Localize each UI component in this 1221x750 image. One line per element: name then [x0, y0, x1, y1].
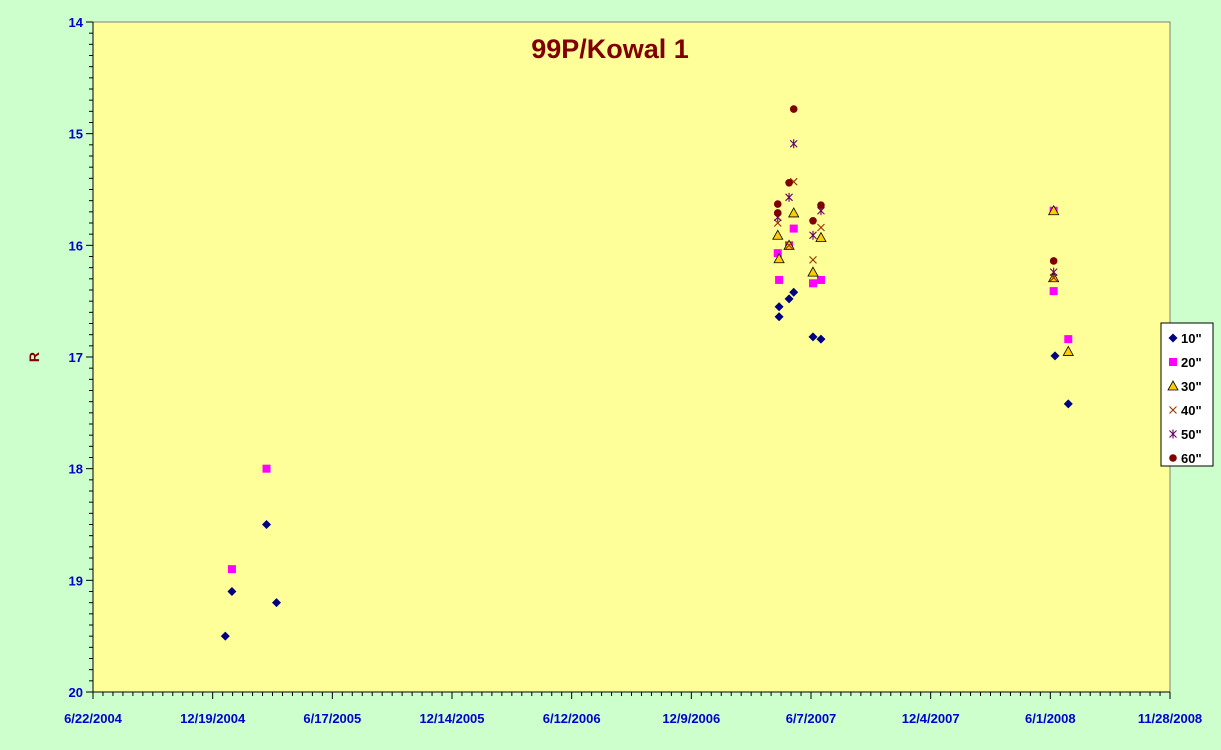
- data-point: [1063, 399, 1073, 409]
- data-point: [775, 275, 784, 284]
- data-point: [774, 302, 784, 312]
- legend-marker: [1169, 406, 1177, 414]
- data-point: [808, 332, 818, 342]
- data-point: [789, 224, 798, 233]
- data-point: [271, 598, 281, 608]
- data-point: [262, 464, 271, 473]
- legend-label: 30": [1181, 379, 1202, 394]
- x-tick-label: 11/28/2008: [1138, 711, 1202, 726]
- legend-marker: [1169, 454, 1177, 462]
- y-tick-labels: 14 15 16 17 18 19 20: [69, 15, 84, 700]
- data-point: [815, 231, 827, 242]
- x-tick-label: 12/14/2005: [419, 711, 484, 726]
- data-point: [788, 207, 800, 218]
- chart-title: 99P/Kowal 1: [531, 34, 689, 64]
- y-tick-label: 16: [69, 238, 83, 253]
- x-tick-label: 12/19/2004: [180, 711, 246, 726]
- data-point: [773, 252, 785, 264]
- series-4: [773, 177, 1058, 282]
- legend-label: 50": [1181, 427, 1202, 442]
- data-point: [773, 209, 782, 217]
- data-point: [773, 200, 782, 208]
- legend-label: 10": [1181, 331, 1202, 346]
- series-6: [773, 105, 1058, 265]
- data-point: [809, 230, 817, 240]
- data-point: [773, 219, 782, 227]
- data-point: [816, 334, 826, 344]
- data-point: [785, 179, 793, 187]
- data-point: [227, 587, 237, 596]
- legend-label: 40": [1181, 403, 1202, 418]
- data-point: [809, 255, 817, 264]
- data-point: [1049, 287, 1058, 296]
- x-tick-label: 6/17/2005: [303, 711, 361, 726]
- data-point: [774, 312, 784, 322]
- y-tick-label: 14: [69, 15, 84, 30]
- data-point: [816, 275, 825, 284]
- x-tick-label: 6/22/2004: [64, 711, 123, 726]
- data-point: [1050, 351, 1060, 361]
- data-point: [789, 105, 798, 113]
- data-point: [227, 565, 236, 574]
- data-point: [789, 287, 799, 297]
- y-tick-label: 15: [69, 127, 83, 142]
- data-points: [220, 105, 1074, 641]
- axes: [92, 22, 1170, 693]
- data-point: [808, 279, 817, 288]
- legend-marker: [1169, 358, 1177, 366]
- legend-label: 20": [1181, 355, 1202, 370]
- data-point: [220, 631, 230, 641]
- x-tick-label: 12/4/2007: [902, 711, 960, 726]
- data-point: [809, 216, 817, 225]
- data-point: [772, 229, 784, 240]
- x-tick-label: 6/12/2006: [543, 711, 601, 726]
- data-point: [1064, 335, 1073, 344]
- legend-box: [1160, 322, 1214, 467]
- data-point: [789, 139, 798, 149]
- data-point: [1049, 273, 1058, 282]
- data-point: [807, 266, 819, 277]
- plot-area: [92, 21, 1171, 693]
- legend-marker: [1167, 380, 1179, 391]
- y-axis-title: R: [26, 352, 42, 362]
- legend: 10" 20" 30" 40" 50" 60": [1160, 322, 1214, 467]
- data-point: [1049, 257, 1058, 265]
- data-point: [817, 201, 825, 209]
- x-tick-label: 12/9/2006: [662, 711, 720, 726]
- series-3: [772, 204, 1074, 356]
- y-tick-label: 17: [69, 350, 83, 365]
- legend-marker: [1169, 429, 1177, 439]
- data-point: [1049, 267, 1058, 277]
- data-point: [773, 249, 782, 258]
- data-point: [817, 223, 825, 232]
- data-point: [1047, 204, 1060, 216]
- data-point: [1062, 345, 1074, 356]
- y-tick-label: 20: [69, 685, 83, 700]
- x-tick-label: 6/7/2007: [786, 711, 837, 726]
- y-tick-label: 18: [69, 462, 83, 477]
- x-tick-label: 6/1/2008: [1025, 711, 1076, 726]
- minor-ticks: [86, 21, 1171, 699]
- data-point: [785, 241, 793, 250]
- series-1: [220, 287, 1073, 641]
- data-point: [784, 294, 794, 304]
- data-point: [785, 192, 793, 202]
- y-tick-label: 19: [69, 573, 83, 588]
- legend-marker: [1168, 333, 1178, 343]
- legend-label: 60": [1181, 451, 1202, 466]
- data-point: [262, 520, 272, 529]
- x-tick-labels: 6/22/2004 12/19/2004 6/17/2005 12/14/2005 6/…: [64, 711, 1202, 726]
